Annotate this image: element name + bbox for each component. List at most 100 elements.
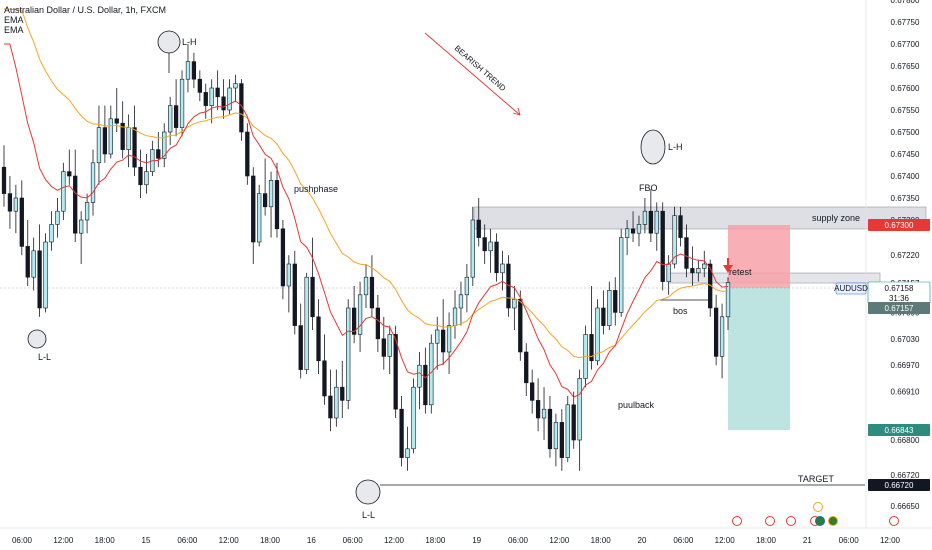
candle-body[interactable] bbox=[43, 241, 48, 309]
candle-body[interactable] bbox=[713, 307, 719, 357]
candle-body[interactable] bbox=[286, 263, 291, 287]
candle-body[interactable] bbox=[648, 210, 653, 234]
candle-body[interactable] bbox=[185, 61, 191, 80]
candle-body[interactable] bbox=[316, 316, 321, 362]
candle-body[interactable] bbox=[120, 122, 125, 150]
legend-title[interactable]: Australian Dollar / U.S. Dollar, 1h, FXC… bbox=[4, 5, 167, 15]
candle-body[interactable] bbox=[162, 131, 167, 159]
candle-body[interactable] bbox=[500, 263, 505, 274]
candle-body[interactable] bbox=[696, 268, 701, 274]
candle-body[interactable] bbox=[405, 448, 410, 458]
candle-body[interactable] bbox=[280, 228, 286, 287]
candle-body[interactable] bbox=[257, 193, 262, 243]
candle-body[interactable] bbox=[179, 78, 185, 128]
candle-body[interactable] bbox=[138, 166, 143, 186]
candle-body[interactable] bbox=[624, 228, 630, 238]
candle-body[interactable] bbox=[530, 382, 535, 401]
candle-body[interactable] bbox=[411, 386, 416, 450]
candle-body[interactable] bbox=[49, 224, 54, 243]
candle-body[interactable] bbox=[482, 237, 487, 252]
candle-body[interactable] bbox=[702, 263, 707, 269]
candle-body[interactable] bbox=[90, 162, 96, 203]
candle-body[interactable] bbox=[441, 329, 446, 353]
candle-body[interactable] bbox=[292, 263, 297, 326]
candle-body[interactable] bbox=[690, 268, 695, 274]
candle-body[interactable] bbox=[399, 408, 404, 458]
candle-body[interactable] bbox=[518, 298, 523, 353]
candle-body[interactable] bbox=[79, 219, 84, 234]
candle-body[interactable] bbox=[191, 61, 197, 80]
candle-body[interactable] bbox=[346, 307, 351, 401]
candle-body[interactable] bbox=[589, 334, 594, 362]
candle-body[interactable] bbox=[96, 127, 102, 164]
candle-body[interactable] bbox=[672, 215, 677, 265]
candle-body[interactable] bbox=[630, 228, 636, 234]
take-profit-zone[interactable] bbox=[728, 288, 790, 430]
candle-body[interactable] bbox=[607, 290, 612, 326]
candle-body[interactable] bbox=[524, 351, 529, 384]
time-axis[interactable]: 06:00 12:00 18:00 15 06:00 12:00 18:00 16 06:00 1… bbox=[12, 536, 901, 545]
candle-body[interactable] bbox=[595, 307, 600, 362]
candle-body[interactable] bbox=[102, 127, 108, 155]
candle-body[interactable] bbox=[37, 250, 42, 309]
supply-zone-box[interactable] bbox=[473, 206, 927, 230]
candle-body[interactable] bbox=[239, 83, 244, 133]
candle-body[interactable] bbox=[73, 175, 78, 234]
candle-body[interactable] bbox=[168, 105, 173, 133]
candle-body[interactable] bbox=[274, 180, 280, 230]
candle-body[interactable] bbox=[357, 294, 363, 335]
ll-circle-1[interactable] bbox=[27, 329, 47, 349]
candle-body[interactable] bbox=[55, 210, 60, 225]
candle-body[interactable] bbox=[126, 127, 131, 150]
candle-body[interactable] bbox=[245, 131, 250, 177]
candle-body[interactable] bbox=[619, 237, 624, 313]
candle-body[interactable] bbox=[393, 334, 398, 410]
candle-body[interactable] bbox=[322, 360, 327, 397]
candle-body[interactable] bbox=[227, 87, 232, 111]
candle-body[interactable] bbox=[31, 250, 36, 278]
candle-body[interactable] bbox=[375, 307, 381, 340]
candle-body[interactable] bbox=[251, 175, 256, 243]
candle-body[interactable] bbox=[262, 193, 268, 208]
candle-body[interactable] bbox=[233, 83, 238, 89]
candle-body[interactable] bbox=[209, 87, 214, 106]
candle-body[interactable] bbox=[417, 364, 422, 388]
candle-body[interactable] bbox=[108, 118, 113, 155]
candle-body[interactable] bbox=[1, 166, 7, 194]
candle-body[interactable] bbox=[114, 118, 119, 124]
candle-body[interactable] bbox=[678, 215, 683, 238]
candle-body[interactable] bbox=[215, 87, 220, 98]
candle-body[interactable] bbox=[423, 364, 428, 406]
candle-body[interactable] bbox=[197, 78, 202, 93]
candle-body[interactable] bbox=[369, 276, 375, 309]
event-flag-icon[interactable] bbox=[732, 516, 742, 526]
candle-body[interactable] bbox=[132, 127, 137, 168]
candle-body[interactable] bbox=[553, 422, 559, 450]
candle-body[interactable] bbox=[541, 408, 547, 419]
candle-body[interactable] bbox=[559, 422, 564, 458]
candle-body[interactable] bbox=[351, 307, 357, 335]
candle-body[interactable] bbox=[61, 171, 66, 212]
candle-body[interactable] bbox=[84, 202, 90, 221]
candle-body[interactable] bbox=[666, 263, 671, 282]
event-flag-icon[interactable] bbox=[889, 516, 899, 526]
candle-body[interactable] bbox=[304, 276, 309, 370]
candle-body[interactable] bbox=[601, 307, 606, 326]
candle-body[interactable] bbox=[547, 408, 553, 450]
candle-body[interactable] bbox=[458, 294, 464, 309]
candle-body[interactable] bbox=[636, 224, 642, 234]
candle-body[interactable] bbox=[725, 282, 731, 318]
stop-loss-zone[interactable] bbox=[728, 225, 790, 288]
candle-body[interactable] bbox=[25, 246, 30, 278]
candle-body[interactable] bbox=[464, 276, 470, 296]
candle-body[interactable] bbox=[387, 334, 392, 357]
candle-body[interactable] bbox=[577, 378, 582, 441]
candle-body[interactable] bbox=[613, 290, 618, 313]
event-flag-icon[interactable] bbox=[815, 516, 825, 526]
event-flags[interactable] bbox=[732, 502, 899, 526]
candle-body[interactable] bbox=[340, 386, 345, 401]
candle-body[interactable] bbox=[221, 96, 226, 111]
candle-body[interactable] bbox=[565, 404, 570, 458]
candle-body[interactable] bbox=[268, 180, 274, 208]
